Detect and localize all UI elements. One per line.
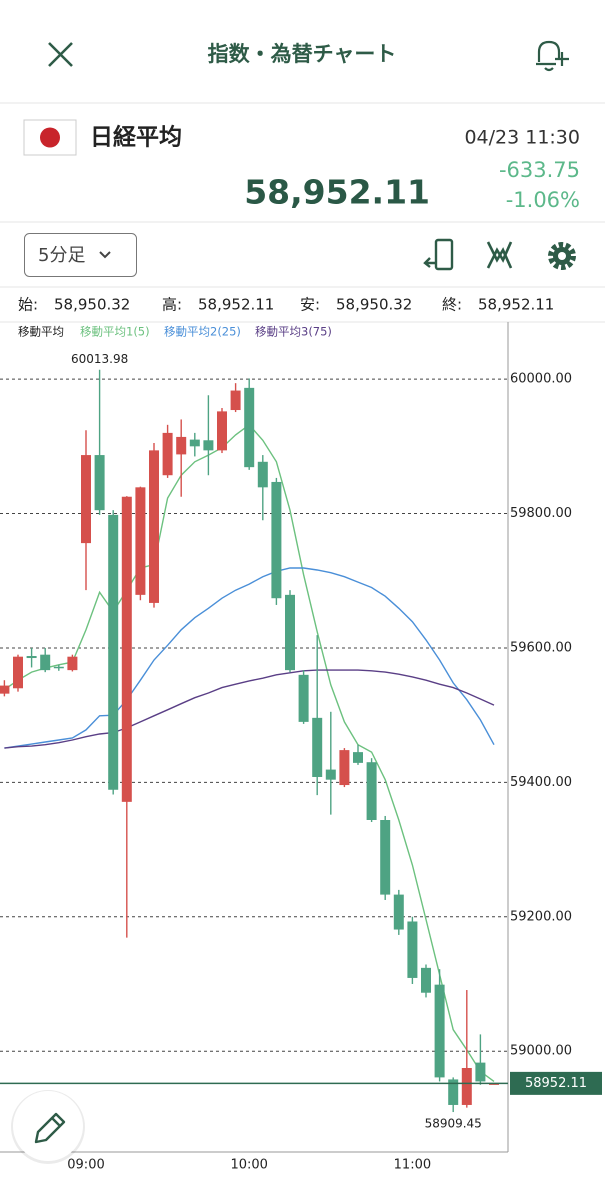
chart: 移動平均 移動平均1(5) 移動平均2(25) 移動平均3(75) 59000.00 59…: [0, 322, 602, 1173]
candle-body: [203, 440, 214, 451]
alert-button[interactable]: [536, 40, 569, 72]
candle-body: [189, 439, 200, 447]
legend-entry: 移動平均1(5): [80, 325, 150, 339]
candle-body: [135, 487, 146, 595]
candle-body: [53, 666, 64, 669]
plus-icon: [555, 52, 569, 66]
edit-button[interactable]: [11, 1090, 85, 1164]
y-tick-label: 59600.00: [510, 640, 572, 655]
ohlc-label: 安:: [300, 296, 320, 314]
ohlc-label: 高:: [162, 296, 182, 314]
legend-title: 移動平均: [18, 325, 64, 339]
dropdown-box: [24, 233, 137, 277]
price: 58,952.11: [244, 173, 430, 212]
pencil-icon: [34, 1112, 66, 1144]
ohlc-value: 58,952.11: [478, 296, 554, 314]
extreme-label: 60013.98: [71, 352, 128, 366]
candle-body: [298, 674, 309, 722]
candle-body: [285, 594, 295, 671]
extreme-label: 58909.45: [425, 1117, 482, 1131]
candle-body: [339, 750, 350, 786]
candle-body: [108, 514, 119, 790]
candle-body: [366, 762, 377, 820]
y-tick-label: 59200.00: [510, 909, 572, 924]
close-icon: [48, 42, 73, 67]
candle-body: [312, 717, 323, 777]
rotate-icon: [423, 257, 436, 268]
y-tick-label: 59400.00: [510, 775, 572, 790]
candle-body: [40, 654, 51, 671]
ohlc-label: 終:: [442, 296, 462, 314]
candle-body: [244, 387, 255, 468]
candle-body: [13, 656, 23, 689]
y-tick-label: 60000.00: [510, 372, 572, 387]
price-change-pct: -1.06%: [506, 188, 580, 212]
last-price-label: 58952.11: [525, 1076, 587, 1091]
legend-entry: 移動平均3(75): [255, 325, 332, 339]
candle-body: [67, 656, 78, 671]
candle-body: [217, 411, 227, 451]
candle-body: [94, 455, 105, 511]
candle-body: [26, 656, 37, 659]
candle-body: [325, 769, 336, 780]
candle-body: [448, 1079, 459, 1105]
candle-body: [271, 481, 282, 599]
y-tick-label: 59800.00: [510, 506, 572, 521]
candle-body: [461, 1067, 472, 1105]
candle-body: [176, 436, 187, 455]
ohlc-label: 始:: [18, 296, 38, 314]
legend-entry: 移動平均2(25): [164, 325, 241, 339]
settings-button[interactable]: [548, 242, 576, 270]
gear-hole: [558, 252, 566, 260]
candle-body: [393, 894, 404, 930]
candle-body: [434, 984, 445, 1078]
ohlc-row: 始: 58,950.32 高: 58,952.11 安: 58,950.32 終: 58,95…: [18, 296, 554, 314]
candle-body: [230, 390, 241, 411]
candle-body: [121, 496, 132, 802]
ohlc-value: 58,950.32: [54, 296, 130, 314]
candle-body: [81, 455, 91, 544]
ohlc-value: 58,950.32: [336, 296, 412, 314]
x-tick-label: 10:00: [230, 1158, 267, 1173]
x-tick-label: 11:00: [394, 1158, 431, 1173]
x-tick-label: 09:00: [67, 1158, 104, 1173]
ma-line: [4, 567, 495, 749]
candle-body: [421, 967, 431, 993]
flag-sun: [40, 127, 60, 148]
phone-icon: [434, 238, 454, 271]
close-button[interactable]: [48, 42, 73, 67]
last-price-tag: [510, 1071, 602, 1095]
candle-body: [0, 685, 10, 694]
ma-line: [4, 669, 495, 749]
indicator-button[interactable]: [486, 241, 513, 269]
bell-icon: [544, 67, 554, 72]
candle-body: [149, 450, 159, 603]
quote-datetime: 04/23 11:30: [464, 127, 580, 149]
price-change: -633.75: [499, 158, 580, 182]
ma-line: [4, 423, 495, 1082]
gear-teeth: [548, 242, 576, 270]
candle-body: [257, 461, 268, 488]
y-tick-label: 59000.00: [510, 1044, 572, 1059]
page-title: 指数・為替チャート: [208, 42, 397, 66]
instrument-name: 日経平均: [90, 124, 182, 151]
chevron: [99, 251, 111, 259]
candle-body: [475, 1062, 486, 1082]
candle-body: [407, 921, 418, 978]
rotate-button[interactable]: [423, 238, 454, 271]
candle-body: [380, 820, 391, 895]
ohlc-value: 58,952.11: [198, 296, 274, 314]
interval-dropdown[interactable]: 5分足: [24, 233, 137, 277]
candle-body: [162, 432, 173, 476]
button-face: [13, 1091, 83, 1161]
candle-body: [353, 752, 363, 763]
indicator-icon: [486, 241, 513, 269]
interval-label: 5分足: [38, 245, 85, 266]
bell-icon: [536, 40, 561, 66]
